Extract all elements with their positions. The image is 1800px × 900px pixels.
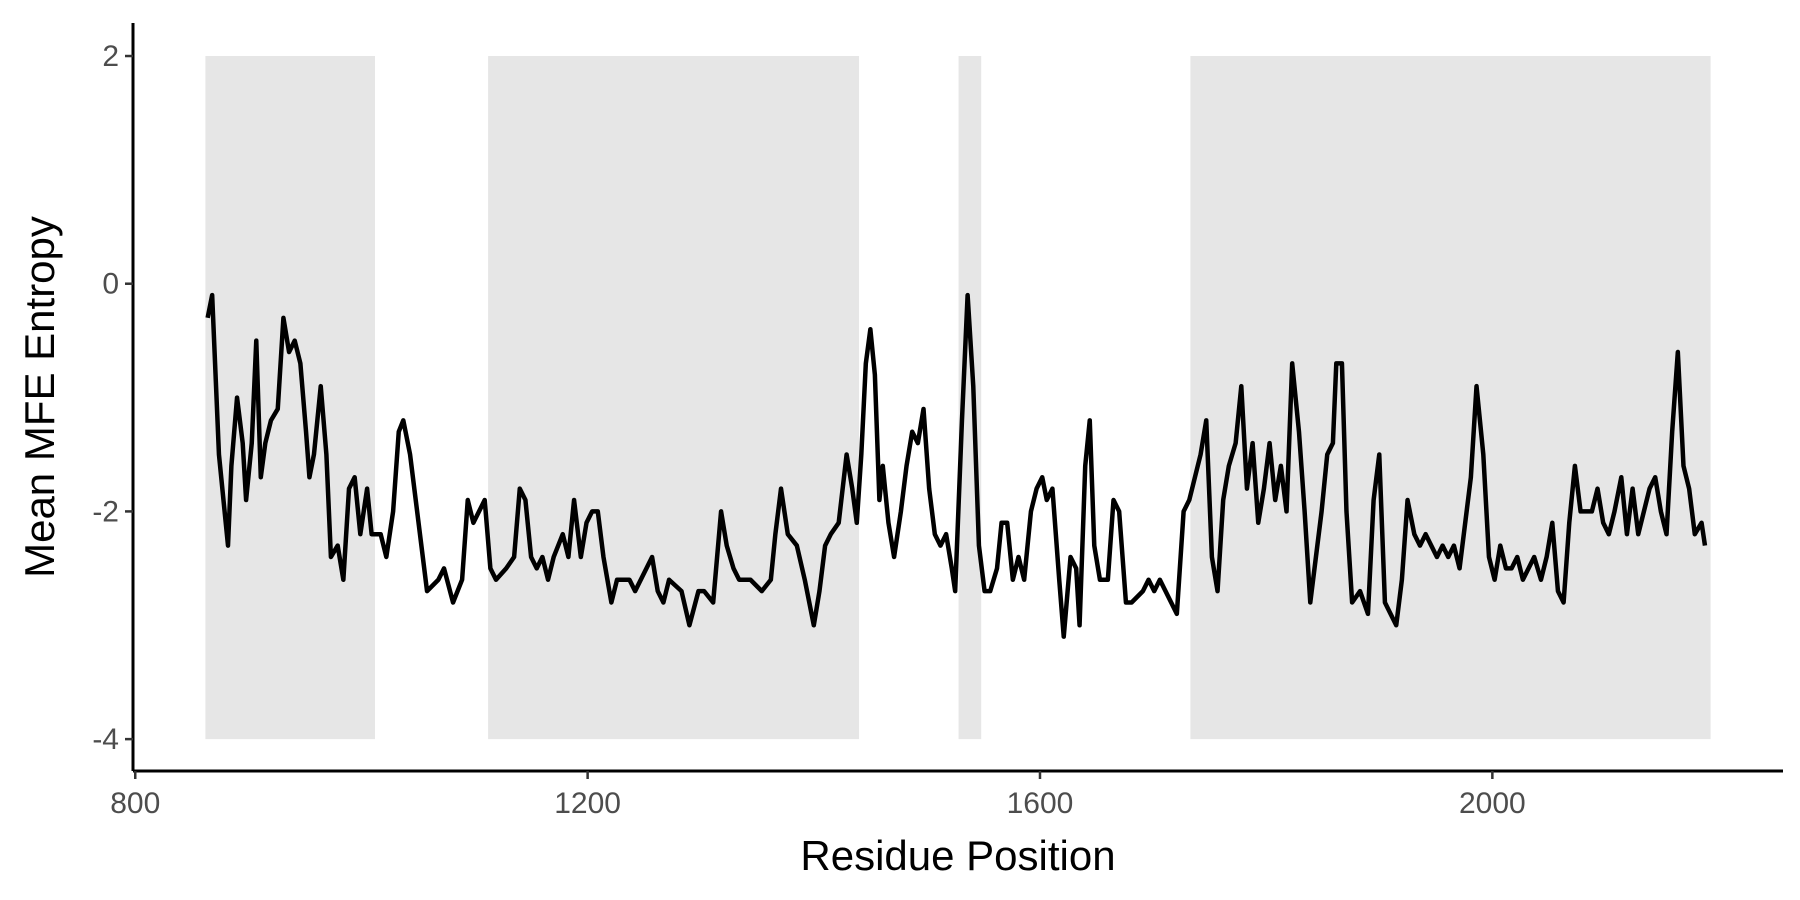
shaded-region [958, 56, 982, 740]
shaded-region [1190, 56, 1711, 740]
shaded-region [205, 56, 376, 740]
y-tick-label: -2 [92, 495, 119, 528]
shaded-region [488, 56, 860, 740]
x-tick-label: 1600 [1007, 787, 1074, 820]
y-axis-title: Mean MFE Entropy [16, 216, 63, 578]
data-line [205, 292, 1708, 639]
x-tick-label: 2000 [1459, 787, 1526, 820]
x-tick-label: 1200 [554, 787, 621, 820]
y-tick-label: 2 [102, 40, 119, 73]
x-axis-title: Residue Position [800, 832, 1115, 879]
x-tick-label: 800 [110, 787, 160, 820]
y-tick-label: -4 [92, 723, 119, 756]
y-tick-label: 0 [102, 268, 119, 301]
